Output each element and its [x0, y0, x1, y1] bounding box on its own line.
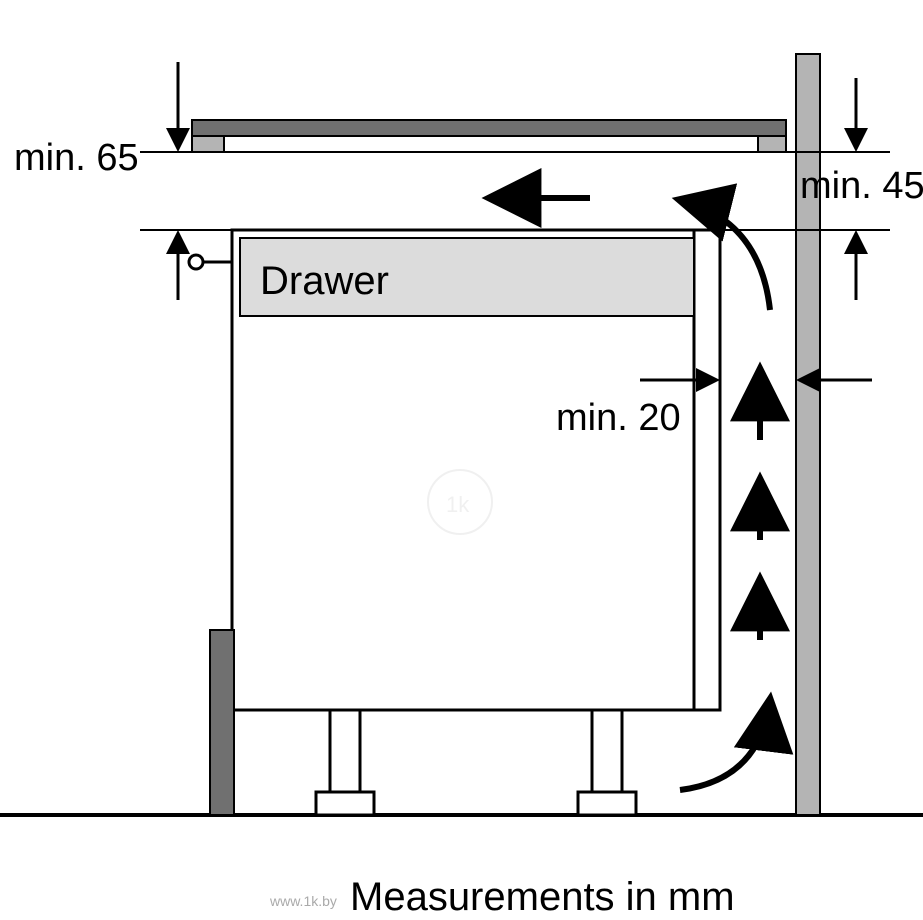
- dimension-wall-gap: min. 45: [720, 78, 923, 300]
- hob: [192, 120, 786, 152]
- units-label: Measurements in mm: [350, 875, 735, 919]
- installation-diagram: min. 65 min. 45 min. 20 Drawer www.1k.by…: [0, 0, 923, 920]
- svg-text:1k: 1k: [446, 492, 470, 517]
- dimension-top-gap-label: min. 65: [14, 137, 139, 179]
- dimension-wall-gap-label: min. 45: [800, 165, 923, 207]
- cabinet-handle: [189, 255, 232, 269]
- rear-pillar: [210, 630, 234, 815]
- dimension-side-gap-label: min. 20: [556, 397, 681, 439]
- cabinet-legs: [316, 710, 636, 815]
- drawer-label: Drawer: [260, 259, 389, 303]
- dimension-top-gap: min. 65: [14, 62, 250, 300]
- watermark-text: www.1k.by: [269, 893, 337, 909]
